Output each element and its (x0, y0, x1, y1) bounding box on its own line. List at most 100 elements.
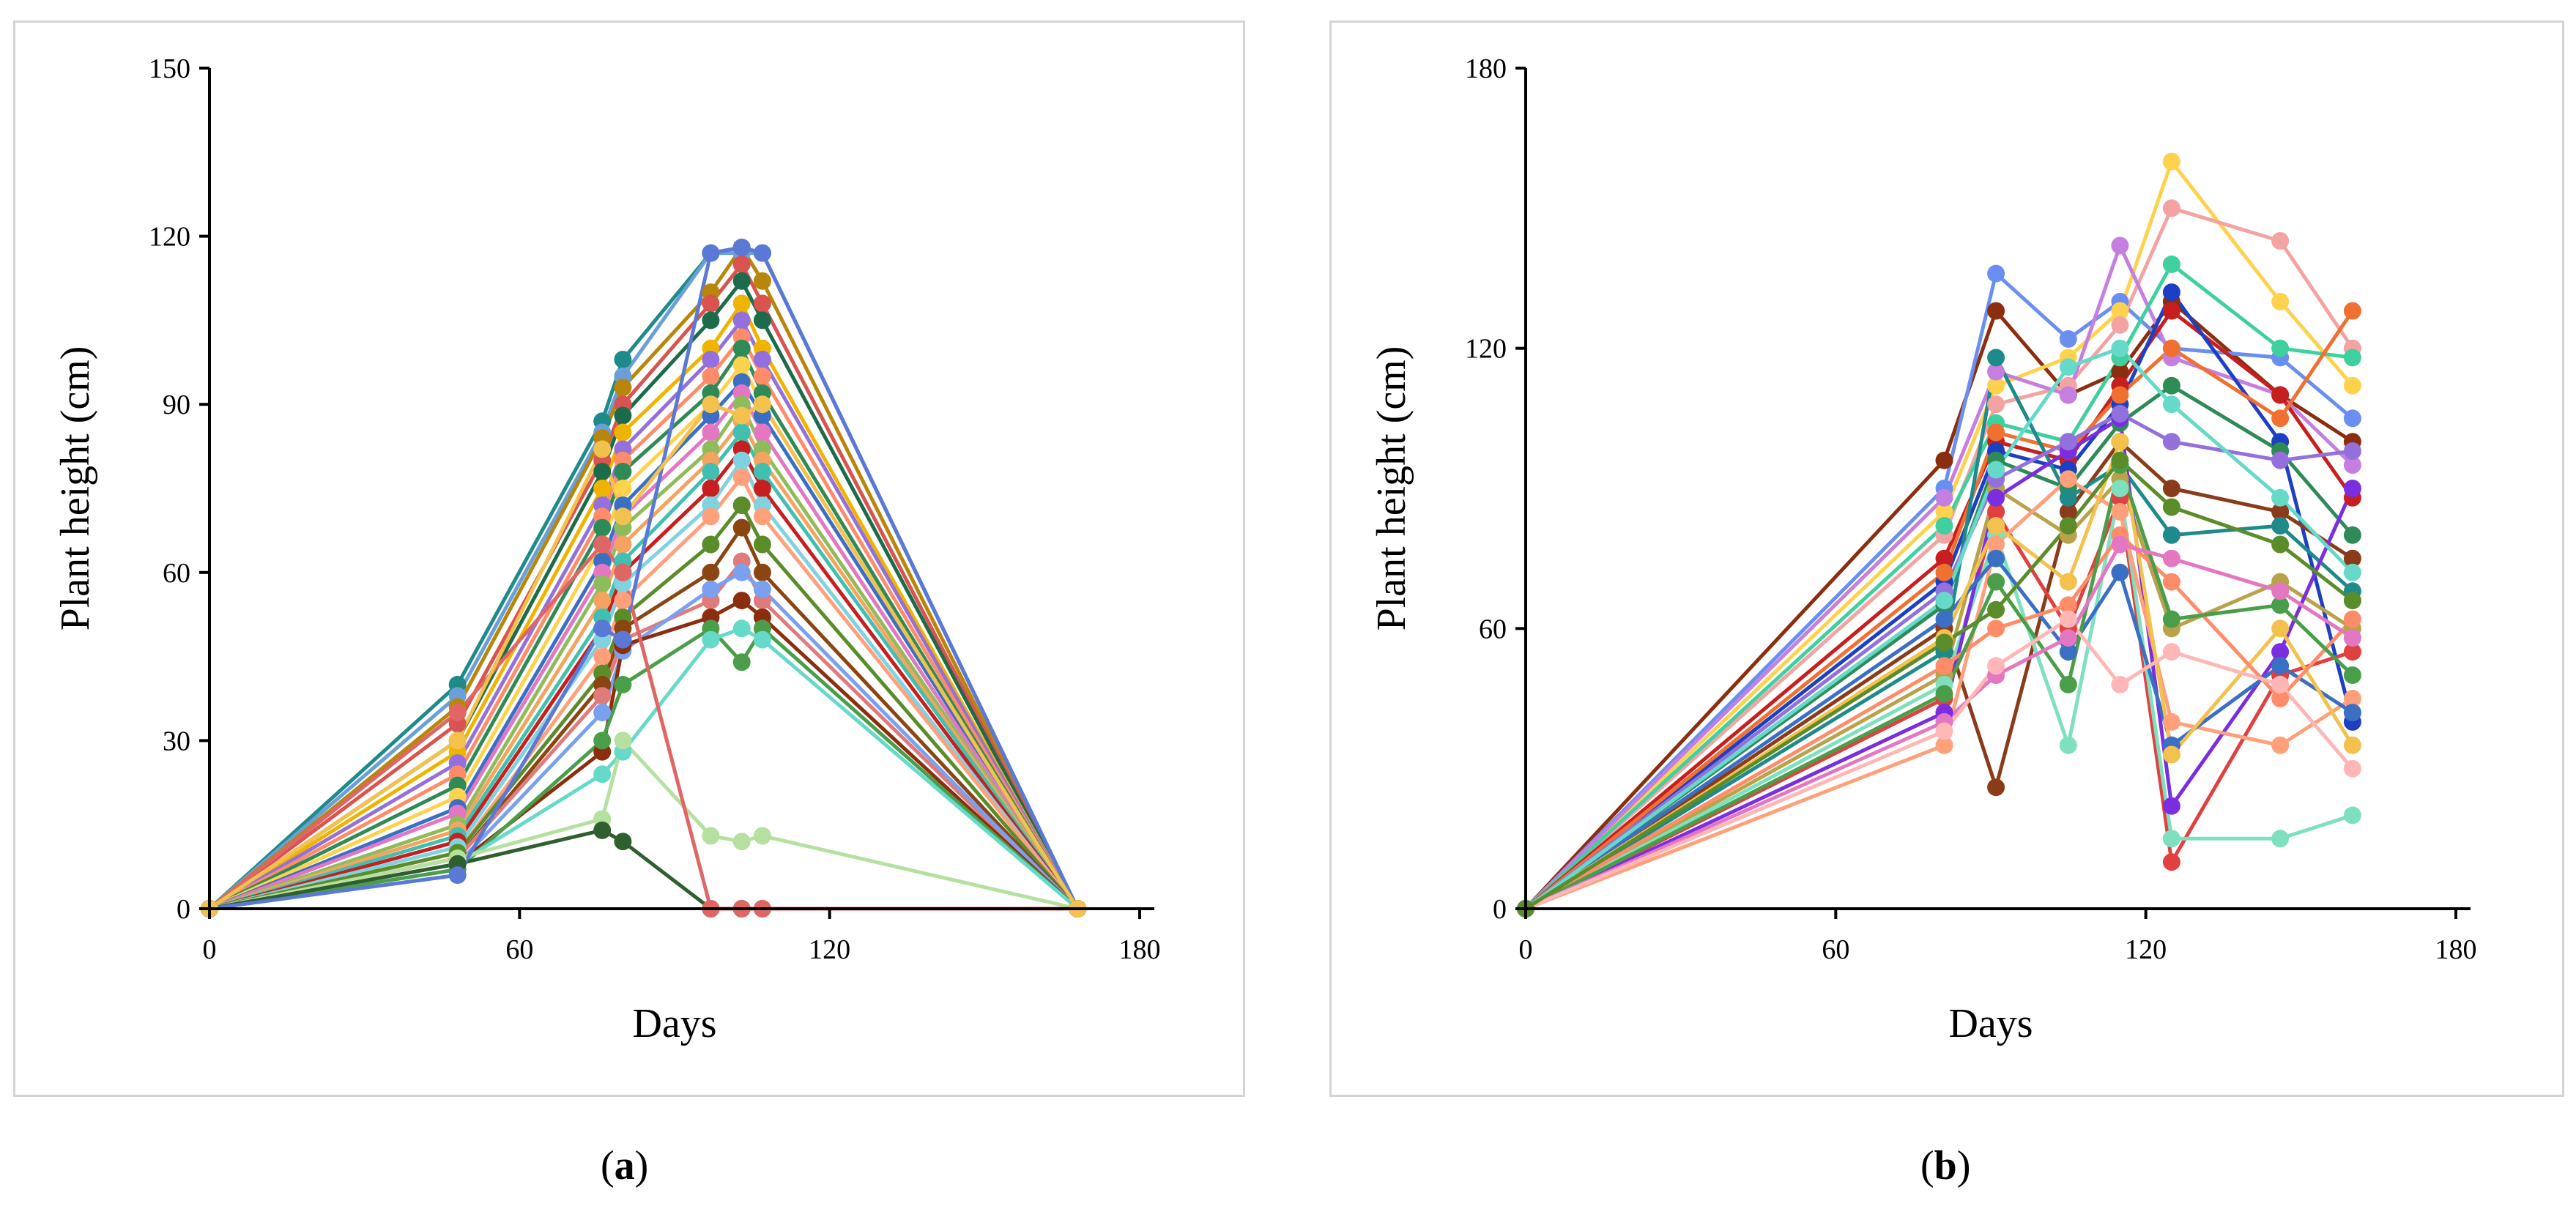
chart-a-point-5-3 (593, 463, 612, 480)
caption-a-label: a (614, 1143, 635, 1188)
chart-a-x-tick-label-180: 180 (1119, 934, 1161, 965)
chart-a-point-6-4 (614, 423, 632, 442)
chart-a-point-24-3 (593, 732, 612, 750)
chart-a-x-tick-label-0: 0 (203, 934, 217, 965)
chart-a-point-14-3 (593, 592, 612, 610)
chart-a-x-tick-label-120: 120 (809, 934, 850, 965)
chart-a-point-26-6 (732, 833, 751, 851)
chart-b-series-group (1517, 152, 2361, 918)
caption-a: (a) (601, 1142, 648, 1189)
chart-b-point-3-6 (2162, 152, 2180, 171)
chart-b-series-line-9 (1524, 310, 2354, 910)
chart-a-point-16-5 (702, 480, 720, 497)
chart-b-series-line-12 (1524, 355, 2354, 911)
chart-a-point-22-6 (732, 563, 751, 581)
chart-b-point-12-3 (1987, 349, 2005, 367)
chart-a-point-27-4 (614, 833, 632, 851)
chart-b-point-25-3 (1987, 657, 2005, 675)
chart-b-x-tick-label-60: 60 (1822, 934, 1849, 965)
chart-a-series-group (201, 238, 1087, 918)
chart-a-point-26-7 (753, 827, 771, 845)
chart-a-y-tick-label-60: 60 (163, 558, 190, 589)
chart-b-y-tick-label-0: 0 (1493, 894, 1507, 925)
chart-a-point-15-5 (702, 463, 720, 480)
chart-b-point-12-4 (2059, 488, 2077, 507)
chart-a-point-25-7 (753, 630, 771, 649)
chart-b-point-18-5 (2111, 563, 2129, 581)
chart-b-point-24-5 (2111, 339, 2129, 357)
chart-a-point-24-4 (614, 675, 632, 693)
chart-a-point-7-7 (753, 351, 771, 368)
chart-b-point-3-7 (2271, 292, 2290, 310)
chart-a-series-line-8 (208, 335, 1080, 911)
chart-a-point-21-3 (593, 687, 612, 705)
chart-a-point-1-4 (614, 351, 632, 368)
chart-b-point-4-6 (2162, 199, 2180, 217)
chart-a-point-19-5 (702, 535, 720, 554)
chart-a-point-18-3 (593, 647, 612, 666)
chart-b-series-line-3 (1524, 160, 2354, 910)
chart-b-y-tick-label-180: 180 (1465, 53, 1507, 84)
chart-b-point-12-6 (2162, 526, 2180, 544)
chart-a-point-27-3 (593, 821, 612, 839)
chart-b-x-tick-label-180: 180 (2435, 934, 2477, 965)
chart-a-point-10-6 (732, 356, 751, 374)
chart-a-point-4-7 (753, 294, 771, 313)
chart-b-point-1-3 (1987, 302, 2005, 320)
chart-b-y-tick-label-60: 60 (1479, 614, 1507, 644)
chart-b-point-7-2 (1935, 549, 1953, 567)
chart-b-point-5-3 (1987, 362, 2005, 381)
chart-b-point-16-6 (2162, 797, 2180, 815)
chart-b-point-3-5 (2111, 302, 2129, 320)
chart-b-point-11-4 (2059, 502, 2077, 521)
chart-b-point-26-2 (1935, 633, 1953, 652)
chart-b-point-21-6 (2162, 573, 2180, 591)
chart-b-y-tick-label-120: 120 (1465, 334, 1507, 365)
chart-b-point-24-2 (1935, 592, 1953, 610)
chart-b-point-9-8 (2343, 302, 2361, 320)
chart-a-point-30-2 (448, 732, 467, 750)
chart-a-y-tick-label-90: 90 (163, 390, 190, 420)
chart-b-point-26-3 (1987, 600, 2005, 619)
chart-b-point-24-8 (2343, 563, 2361, 581)
chart-b-point-9-5 (2111, 386, 2129, 404)
chart-b-point-15-5 (2111, 480, 2129, 497)
chart-a-point-24-6 (732, 653, 751, 671)
chart-b-point-15-4 (2059, 736, 2077, 754)
chart-b-point-23-4 (2059, 629, 2077, 647)
chart-a-point-26-5 (702, 827, 720, 845)
chart-b-point-6-2 (1935, 517, 1953, 535)
chart-b-point-25-4 (2059, 610, 2077, 628)
chart-a-point-25-5 (702, 630, 720, 649)
chart-a-point-4-6 (732, 255, 751, 273)
chart-b-point-24-7 (2271, 488, 2290, 507)
chart-b-svg: 0 60 120 180 0 60 120 180 Days Plant height (cm) (1369, 53, 2477, 1046)
chart-a-point-5-7 (753, 311, 771, 330)
chart-b-point-26-7 (2271, 535, 2290, 554)
chart-a-x-tick-label-60: 60 (505, 934, 533, 965)
chart-a-point-10-4 (614, 480, 632, 497)
chart-b-point-10-6 (2162, 376, 2180, 395)
chart-b-point-22-6 (2162, 610, 2180, 628)
chart-b-point-21-7 (2271, 690, 2290, 707)
chart-b-point-20-8 (2343, 442, 2361, 460)
chart-b-point-20-5 (2111, 405, 2129, 423)
chart-b-point-7-6 (2162, 302, 2180, 320)
chart-b-point-24-6 (2162, 395, 2180, 414)
chart-b-point-2-8 (2343, 409, 2361, 428)
chart-a-point-30-4 (614, 507, 632, 526)
chart-a-point-30-3 (593, 440, 612, 458)
chart-b-point-7-7 (2271, 386, 2290, 404)
chart-b-point-3-8 (2343, 376, 2361, 395)
chart-a-point-22-3 (593, 704, 612, 722)
chart-a-point-20-5 (702, 563, 720, 581)
chart-a-point-28-2 (448, 704, 467, 722)
chart-b-point-2-4 (2059, 330, 2077, 348)
chart-a-point-29-5 (702, 244, 720, 262)
chart-a-point-25-6 (732, 619, 751, 638)
chart-b-point-11-3 (1987, 778, 2005, 797)
chart-b-point-24-3 (1987, 461, 2005, 479)
chart-b-point-17-2 (1935, 736, 1953, 754)
chart-b-point-26-8 (2343, 592, 2361, 610)
chart-b-point-4-5 (2111, 316, 2129, 334)
